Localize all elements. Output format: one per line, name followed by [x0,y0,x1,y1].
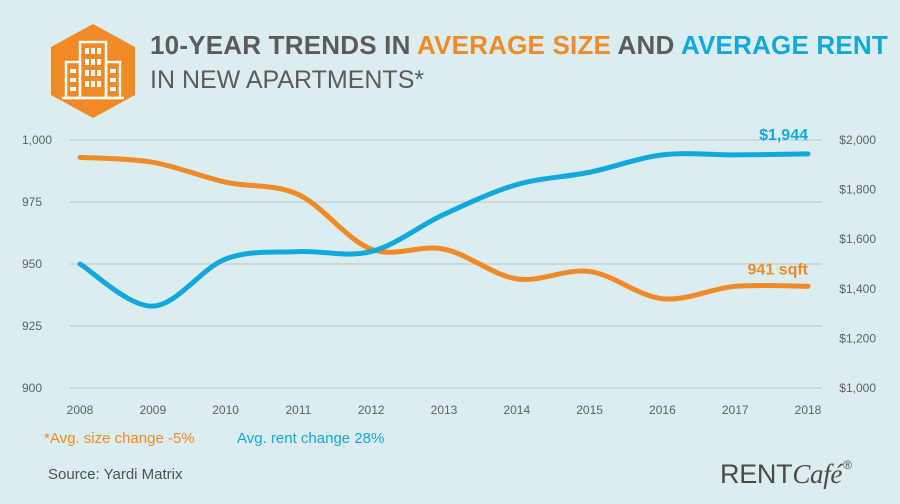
size-end-label: 941 sqft [748,261,809,278]
title-part1: 10-YEAR TRENDS IN [150,30,418,60]
rentcafe-logo: RENTCafé® [720,458,852,490]
apartment-building-hexagon-icon [51,24,135,118]
title-highlight-size: AVERAGE SIZE [417,30,612,60]
right-axis-tick-label: $2,000 [839,133,876,147]
x-axis-tick-label: 2009 [139,403,166,417]
registered-mark: ® [843,458,852,472]
right-axis-tick-label: $1,600 [839,232,876,246]
x-axis-tick-label: 2017 [722,403,749,417]
left-axis-tick-label: 1,000 [22,133,52,147]
x-axis-tick-label: 2016 [649,403,676,417]
x-axis-tick-label: 2010 [212,403,239,417]
left-axis-tick-label: 950 [22,257,42,271]
left-axis-tick-label: 900 [22,381,42,395]
x-axis-tick-label: 2011 [285,403,311,417]
x-axis-tick-label: 2014 [503,403,530,417]
x-axis-tick-label: 2018 [795,403,822,417]
x-axis-tick-label: 2015 [576,403,603,417]
chart-title: 10-YEAR TRENDS IN AVERAGE SIZE AND AVERA… [150,30,888,61]
avg-rent-line [77,151,811,309]
right-axis-tick-label: $1,000 [839,381,876,395]
right-axis-tick-label: $1,800 [839,183,876,197]
source-note: Source: Yardi Matrix [48,466,183,483]
x-axis-tick-label: 2012 [358,403,385,417]
rent-end-label: $1,944 [759,127,808,144]
footnote-rent-change: Avg. rent change 28% [237,430,385,447]
avg-size-line [77,154,811,302]
brand-main: RENT [720,459,793,489]
left-axis-tick-label: 975 [22,195,42,209]
brand-italic: Café [792,459,843,489]
chart-subtitle: IN NEW APARTMENTS* [150,66,425,94]
right-axis-tick-label: $1,400 [839,282,876,296]
title-highlight-rent: AVERAGE RENT [680,30,888,60]
title-part2: AND [611,30,681,60]
x-axis-tick-label: 2008 [67,403,94,417]
footnote-size-change: *Avg. size change -5% [44,430,195,447]
right-axis-tick-label: $1,200 [839,331,876,345]
line-chart: 1,000 975 950 925 900 $2,000 $1,800 $1,600 $1,4… [22,127,876,417]
x-axis-tick-label: 2013 [431,403,458,417]
left-axis-tick-label: 925 [22,319,42,333]
